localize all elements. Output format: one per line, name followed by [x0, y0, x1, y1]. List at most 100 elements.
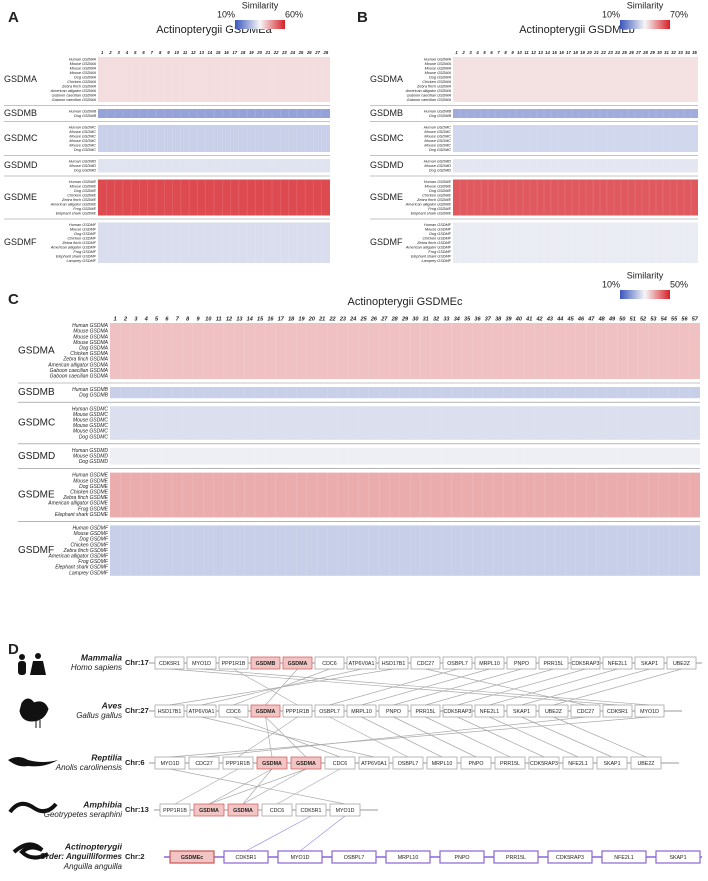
- column-label: 12: [531, 50, 536, 55]
- column-label: 39: [505, 316, 512, 322]
- group-label: GSDMD: [18, 451, 55, 462]
- row-label: American alligator GSDMF: [50, 245, 97, 249]
- synteny-link: [208, 768, 307, 805]
- icon-human: [18, 661, 26, 675]
- column-label: 1: [455, 50, 458, 55]
- row-label: Mouse GSDMA: [425, 62, 452, 66]
- row-label: Mouse GSDMC: [69, 143, 96, 147]
- gene-box: [410, 704, 441, 718]
- gene-label: CDK5R1: [159, 661, 180, 667]
- synteny-link: [425, 668, 554, 706]
- gene-label: PNPO: [468, 761, 483, 767]
- row-label: Mouse GSDMA: [73, 334, 108, 340]
- column-label: 3: [469, 50, 472, 55]
- row-label: Frog GSDME: [73, 207, 96, 211]
- gene-label: CDC6: [226, 709, 240, 715]
- column-label: 31: [664, 50, 669, 55]
- row-label: Elephant shark GSDMF: [56, 254, 97, 258]
- column-label: 21: [318, 316, 325, 322]
- column-label: 21: [265, 50, 271, 55]
- column-label: 6: [142, 50, 145, 55]
- column-label: 54: [661, 316, 667, 322]
- gene-label: PNPO: [454, 855, 469, 861]
- gene-label: CDC27: [417, 661, 434, 667]
- row-label: Dog GSDMF: [74, 232, 96, 236]
- column-label: 53: [650, 316, 656, 322]
- gene-box: [596, 756, 628, 770]
- row-label: Zebra finch GSDMA: [62, 357, 108, 363]
- column-label: 44: [556, 316, 563, 322]
- column-label: 16: [559, 50, 564, 55]
- group-label: GSDME: [18, 490, 55, 501]
- row-label: Human GSDMA: [72, 323, 109, 329]
- column-label: 32: [671, 50, 676, 55]
- gene-label: GSDMB: [256, 661, 276, 667]
- column-label: 2: [123, 316, 127, 322]
- group-label: GSDMC: [370, 133, 404, 143]
- synteny-link: [361, 668, 490, 706]
- column-label: 10: [205, 316, 211, 322]
- group-label: GSDMB: [18, 387, 55, 398]
- colorbar-tick-label: 50%: [670, 279, 688, 289]
- gene-box: [154, 656, 185, 670]
- gene-label: NFE2L1: [480, 709, 499, 715]
- row-label: Dog GSDMC: [79, 434, 109, 440]
- row-label: Mouse GSDMA: [70, 66, 97, 70]
- heatmap-block: [453, 125, 698, 152]
- gene-box: [314, 704, 345, 718]
- gene-box: [602, 704, 633, 718]
- heatmap-block: [98, 57, 330, 102]
- row-label: Dog GSDMA: [429, 75, 451, 79]
- colorbar-tick-label: 10%: [217, 9, 235, 19]
- row-label: Human GSDMA: [424, 57, 452, 61]
- gene-box: [474, 704, 505, 718]
- column-label: 8: [159, 50, 162, 55]
- column-label: 11: [216, 316, 222, 322]
- column-label: 24: [349, 316, 356, 322]
- column-label: 23: [281, 50, 287, 55]
- row-label: Mouse GSDMC: [73, 412, 108, 418]
- class-name: Aves: [101, 700, 123, 710]
- synteny-link: [425, 668, 586, 706]
- row-label: Human GSDMB: [69, 109, 97, 113]
- colorbar-tick-label: 60%: [285, 9, 303, 19]
- row-label: Gaboon caecilian GSDMA: [50, 374, 109, 380]
- gene-label: PPP1R1B: [163, 808, 187, 814]
- column-label: 7: [497, 50, 500, 55]
- row-label: Human GSDME: [69, 180, 97, 184]
- gene-label: CDK5RAP3: [556, 855, 584, 861]
- column-label: 24: [614, 50, 620, 55]
- heatmap-block: [453, 222, 698, 263]
- gene-box: [222, 756, 254, 770]
- synteny-link: [361, 716, 443, 758]
- row-label: American alligator GSDMA: [50, 89, 97, 93]
- column-label: 2: [461, 50, 465, 55]
- row-label: Dog GSDMC: [429, 148, 451, 152]
- panel-letter: D: [8, 641, 19, 658]
- gene-box: [385, 850, 431, 864]
- heatmap-block: [98, 222, 330, 263]
- column-label: 33: [443, 316, 449, 322]
- column-label: 29: [401, 316, 409, 322]
- row-label: Dog GSDMA: [79, 346, 109, 352]
- gene-label: SKAP1: [669, 855, 686, 861]
- group-label: GSDMF: [4, 237, 37, 247]
- gene-box: [630, 756, 662, 770]
- icon-rooster: [19, 698, 49, 728]
- column-label: 7: [176, 316, 180, 322]
- column-label: 26: [306, 50, 312, 55]
- column-label: 11: [524, 50, 529, 55]
- colorbar-tick-label: 70%: [670, 9, 688, 19]
- column-label: 18: [241, 50, 246, 55]
- group-label: GSDMF: [18, 545, 54, 556]
- gene-label: ATP6V0A1: [361, 761, 387, 767]
- gene-label: PRR15L: [506, 855, 526, 861]
- gene-label: PRR15L: [415, 709, 435, 715]
- chromosome-label: Chr:13: [125, 805, 149, 814]
- column-label: 5: [134, 50, 137, 55]
- gene-box: [570, 704, 601, 718]
- synteny-link: [203, 716, 586, 758]
- row-label: Human GSDME: [72, 473, 109, 479]
- group-label: GSDMA: [4, 74, 37, 84]
- row-label: Mouse GSDMC: [69, 134, 96, 138]
